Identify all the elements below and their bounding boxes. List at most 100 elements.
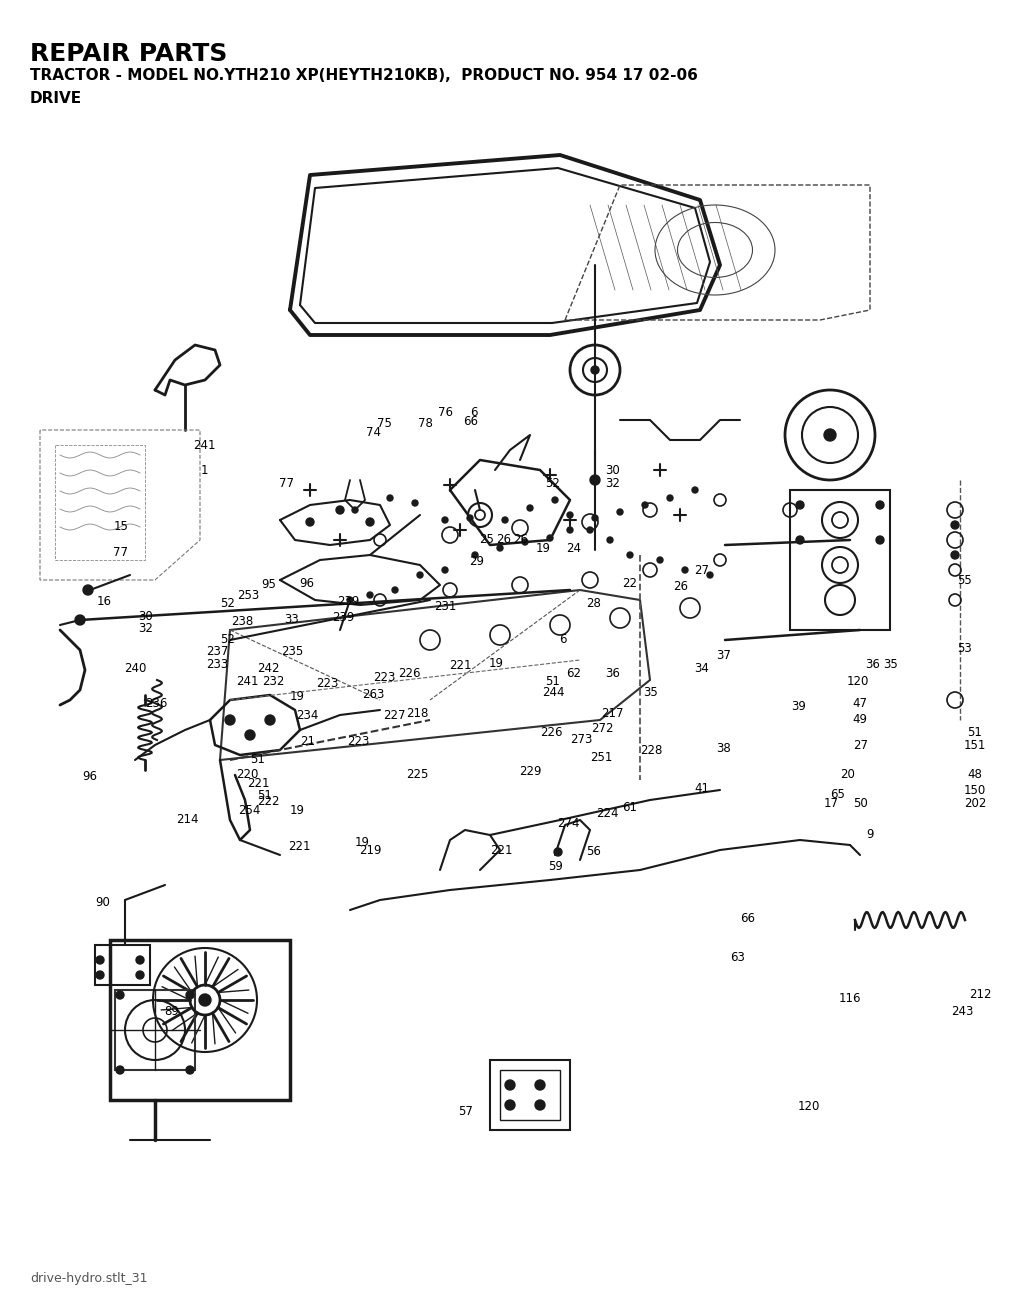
Text: 32: 32 <box>605 477 620 490</box>
Text: 19: 19 <box>290 804 304 817</box>
Text: 151: 151 <box>964 739 986 752</box>
Text: 32: 32 <box>138 622 153 635</box>
Circle shape <box>587 528 593 533</box>
Text: 150: 150 <box>964 784 986 797</box>
Circle shape <box>497 544 503 551</box>
Circle shape <box>442 517 449 522</box>
Circle shape <box>951 551 959 559</box>
Text: 220: 220 <box>237 768 259 780</box>
Text: 253: 253 <box>237 590 259 602</box>
Text: 242: 242 <box>257 662 280 675</box>
Text: 66: 66 <box>464 415 478 428</box>
Text: 6: 6 <box>559 633 567 646</box>
Circle shape <box>225 715 234 725</box>
Circle shape <box>265 715 275 725</box>
Text: 35: 35 <box>643 686 657 699</box>
Text: 63: 63 <box>730 951 744 964</box>
Text: 226: 226 <box>398 667 421 680</box>
Text: 236: 236 <box>145 697 168 710</box>
Circle shape <box>467 515 473 521</box>
Circle shape <box>591 366 599 374</box>
Text: 51: 51 <box>968 726 982 739</box>
Text: 19: 19 <box>489 657 504 670</box>
Text: 238: 238 <box>231 615 254 628</box>
Text: 96: 96 <box>83 770 97 783</box>
Text: 272: 272 <box>591 722 613 735</box>
Text: 15: 15 <box>114 520 128 533</box>
Text: 38: 38 <box>717 742 731 755</box>
Text: 59: 59 <box>549 860 563 873</box>
Text: 218: 218 <box>407 707 429 720</box>
Text: 221: 221 <box>247 777 269 789</box>
Text: 49: 49 <box>853 713 867 726</box>
Text: drive-hydro.stlt_31: drive-hydro.stlt_31 <box>30 1272 147 1285</box>
Text: 53: 53 <box>957 642 972 655</box>
Text: 26: 26 <box>513 533 527 546</box>
Text: 232: 232 <box>262 675 285 688</box>
Circle shape <box>657 557 663 562</box>
Circle shape <box>692 488 698 493</box>
Circle shape <box>352 507 358 513</box>
Text: 51: 51 <box>546 675 560 688</box>
Bar <box>115 989 195 1069</box>
Circle shape <box>796 501 804 510</box>
Text: 229: 229 <box>519 765 542 778</box>
Circle shape <box>306 519 314 526</box>
Text: 52: 52 <box>220 597 234 610</box>
Circle shape <box>567 528 573 533</box>
Text: 221: 221 <box>450 659 472 672</box>
Text: 90: 90 <box>95 897 110 909</box>
Text: 20: 20 <box>841 768 855 780</box>
Circle shape <box>199 995 211 1006</box>
Text: 16: 16 <box>97 595 112 608</box>
Circle shape <box>347 597 353 602</box>
Circle shape <box>336 506 344 513</box>
Text: 19: 19 <box>355 836 370 849</box>
Circle shape <box>876 501 884 510</box>
Text: 57: 57 <box>459 1106 473 1118</box>
Text: 56: 56 <box>587 845 601 858</box>
Circle shape <box>592 515 598 521</box>
Text: 36: 36 <box>865 658 880 671</box>
Text: 219: 219 <box>359 844 382 857</box>
Circle shape <box>116 991 124 998</box>
Text: 77: 77 <box>280 477 294 490</box>
Circle shape <box>505 1080 515 1090</box>
Circle shape <box>547 535 553 541</box>
Text: 9: 9 <box>866 828 874 841</box>
Text: 77: 77 <box>114 546 128 559</box>
Text: 96: 96 <box>300 577 314 590</box>
Text: 233: 233 <box>206 658 228 671</box>
Text: 235: 235 <box>281 645 303 658</box>
Circle shape <box>136 971 144 979</box>
Bar <box>95 946 150 986</box>
Text: 51: 51 <box>257 789 271 802</box>
Text: 26: 26 <box>497 533 511 546</box>
Text: 24: 24 <box>566 542 581 555</box>
Circle shape <box>136 956 144 964</box>
Text: 39: 39 <box>792 700 806 713</box>
Text: 27: 27 <box>853 739 867 752</box>
Bar <box>500 1069 560 1120</box>
Text: 224: 224 <box>596 808 618 820</box>
Circle shape <box>186 1066 194 1075</box>
Circle shape <box>522 539 528 544</box>
Text: 95: 95 <box>261 578 275 591</box>
Text: 89: 89 <box>165 1005 179 1018</box>
Text: 228: 228 <box>640 744 663 757</box>
Circle shape <box>682 568 688 573</box>
Text: 28: 28 <box>587 597 601 610</box>
Text: 37: 37 <box>717 649 731 662</box>
Text: 221: 221 <box>490 844 513 857</box>
Circle shape <box>876 537 884 544</box>
Text: 221: 221 <box>288 840 310 853</box>
Circle shape <box>554 848 562 857</box>
Text: 26: 26 <box>674 580 688 593</box>
Text: 120: 120 <box>847 675 869 688</box>
Text: 61: 61 <box>623 801 637 814</box>
Text: 66: 66 <box>740 912 755 925</box>
Text: 241: 241 <box>237 675 259 688</box>
Text: 47: 47 <box>853 697 867 710</box>
Circle shape <box>367 592 373 599</box>
Text: 52: 52 <box>546 477 560 490</box>
